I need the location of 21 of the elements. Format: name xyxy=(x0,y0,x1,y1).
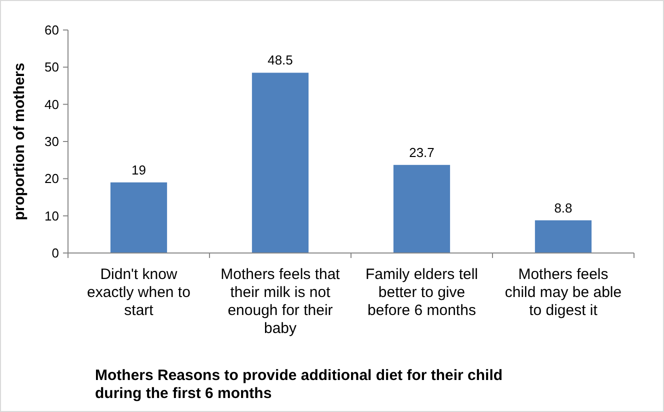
y-axis-title: proportion of mothers xyxy=(11,62,28,220)
y-tick-label: 10 xyxy=(44,208,59,224)
bar xyxy=(110,182,168,253)
data-label: 19 xyxy=(132,162,146,178)
y-tick-label: 40 xyxy=(44,96,59,112)
data-label: 8.8 xyxy=(554,200,572,216)
text: Mothers Reasons to provide additional diet for their child during the first 6 months xyxy=(95,367,503,402)
x-tick-label: Didn't know exactly when to start xyxy=(87,266,190,319)
bar xyxy=(252,72,309,253)
y-tick-label: 0 xyxy=(52,246,59,261)
y-tick-label: 30 xyxy=(44,134,59,150)
data-label: 23.7 xyxy=(409,144,434,160)
data-label: 48.5 xyxy=(268,52,293,68)
x-tick-label: Mothers feels child may be able to digest it xyxy=(504,266,622,319)
x-tick-label: Family elders tell better to give before 6 months xyxy=(365,266,478,319)
x-tick-label: Mothers feels that their milk is not enough for their baby xyxy=(220,266,341,337)
bar xyxy=(393,164,450,253)
bar xyxy=(534,220,592,253)
y-tick-label: 50 xyxy=(44,60,59,75)
y-tick-label: 60 xyxy=(44,22,59,38)
y-tick-label: 20 xyxy=(44,171,59,186)
